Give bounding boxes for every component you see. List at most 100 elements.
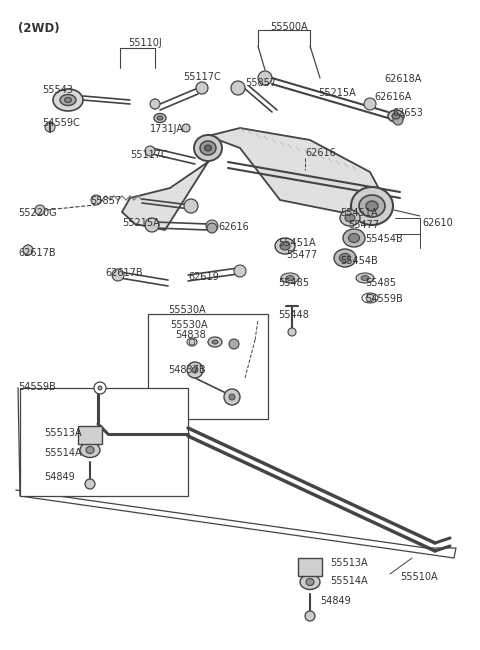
Text: 62653: 62653 bbox=[392, 108, 423, 118]
Text: 54559B: 54559B bbox=[365, 294, 403, 304]
Circle shape bbox=[23, 245, 33, 255]
Ellipse shape bbox=[306, 578, 314, 586]
Circle shape bbox=[94, 382, 106, 394]
Text: 55215A: 55215A bbox=[318, 88, 356, 98]
Ellipse shape bbox=[157, 116, 163, 120]
Text: 55485: 55485 bbox=[278, 278, 309, 288]
Text: 55543: 55543 bbox=[42, 85, 73, 95]
Circle shape bbox=[98, 386, 102, 390]
Ellipse shape bbox=[348, 233, 360, 242]
Ellipse shape bbox=[361, 276, 369, 281]
Ellipse shape bbox=[388, 110, 404, 122]
Ellipse shape bbox=[339, 254, 350, 263]
Text: 55857: 55857 bbox=[90, 196, 121, 206]
Text: 55454B: 55454B bbox=[365, 234, 403, 244]
Bar bbox=[20, 388, 188, 496]
Text: 62619: 62619 bbox=[188, 272, 219, 282]
Text: 54837B: 54837B bbox=[168, 365, 205, 375]
Circle shape bbox=[184, 199, 198, 213]
Circle shape bbox=[207, 223, 217, 233]
Circle shape bbox=[182, 124, 190, 132]
Text: 54559C: 54559C bbox=[42, 118, 80, 128]
Text: 55451A: 55451A bbox=[340, 208, 378, 218]
Circle shape bbox=[35, 205, 45, 215]
Bar bbox=[78, 426, 102, 444]
Circle shape bbox=[231, 81, 245, 95]
Ellipse shape bbox=[300, 575, 320, 590]
Circle shape bbox=[192, 367, 198, 373]
Polygon shape bbox=[122, 136, 208, 230]
Ellipse shape bbox=[281, 273, 299, 283]
Text: 55485: 55485 bbox=[365, 278, 396, 288]
Circle shape bbox=[112, 269, 124, 281]
Circle shape bbox=[150, 99, 160, 109]
Text: 62617B: 62617B bbox=[18, 248, 56, 258]
Polygon shape bbox=[208, 128, 385, 216]
Text: 62616: 62616 bbox=[305, 148, 336, 158]
Text: 62618A: 62618A bbox=[384, 74, 421, 84]
Ellipse shape bbox=[392, 113, 400, 119]
Text: 55514A: 55514A bbox=[330, 576, 368, 586]
Bar bbox=[148, 314, 268, 419]
Circle shape bbox=[187, 362, 203, 378]
Circle shape bbox=[305, 611, 315, 621]
Text: (2WD): (2WD) bbox=[18, 22, 60, 35]
Ellipse shape bbox=[275, 238, 295, 254]
Ellipse shape bbox=[53, 89, 83, 111]
Ellipse shape bbox=[280, 242, 290, 250]
Circle shape bbox=[189, 339, 195, 345]
Text: 55500A: 55500A bbox=[270, 22, 308, 32]
Circle shape bbox=[224, 389, 240, 405]
Text: 54849: 54849 bbox=[320, 596, 351, 606]
Ellipse shape bbox=[359, 195, 385, 217]
Circle shape bbox=[364, 98, 376, 110]
Text: 55117C: 55117C bbox=[183, 72, 221, 82]
Text: 55530A: 55530A bbox=[170, 320, 208, 330]
Text: 55530A: 55530A bbox=[168, 305, 205, 315]
Text: 62610: 62610 bbox=[422, 218, 453, 228]
Circle shape bbox=[393, 115, 403, 125]
Text: 54559B: 54559B bbox=[18, 382, 56, 392]
Circle shape bbox=[229, 339, 239, 349]
Text: 62616A: 62616A bbox=[374, 92, 411, 102]
Text: 54849: 54849 bbox=[44, 472, 75, 482]
Ellipse shape bbox=[64, 98, 72, 103]
Circle shape bbox=[45, 122, 55, 132]
Ellipse shape bbox=[212, 340, 218, 344]
Ellipse shape bbox=[154, 114, 166, 122]
Text: 55110J: 55110J bbox=[128, 38, 162, 48]
Ellipse shape bbox=[286, 276, 294, 281]
Ellipse shape bbox=[187, 338, 197, 346]
Circle shape bbox=[145, 218, 159, 232]
Circle shape bbox=[145, 146, 155, 156]
Ellipse shape bbox=[208, 337, 222, 347]
Ellipse shape bbox=[343, 229, 365, 247]
Text: 55117C: 55117C bbox=[130, 150, 168, 160]
Text: 55454B: 55454B bbox=[340, 256, 378, 266]
Text: 1731JA: 1731JA bbox=[150, 124, 184, 134]
Ellipse shape bbox=[366, 201, 378, 211]
Text: 55215A: 55215A bbox=[122, 218, 160, 228]
Text: 62616: 62616 bbox=[218, 222, 249, 232]
Ellipse shape bbox=[204, 145, 212, 151]
Ellipse shape bbox=[345, 214, 355, 222]
Text: 55510A: 55510A bbox=[400, 572, 438, 582]
Text: 54838: 54838 bbox=[175, 330, 206, 340]
Ellipse shape bbox=[200, 141, 216, 155]
Ellipse shape bbox=[334, 249, 356, 267]
Circle shape bbox=[196, 82, 208, 94]
Text: 55514A: 55514A bbox=[44, 448, 82, 458]
Ellipse shape bbox=[80, 443, 100, 458]
Text: 55477: 55477 bbox=[348, 220, 379, 230]
Text: 55220G: 55220G bbox=[18, 208, 57, 218]
Ellipse shape bbox=[60, 94, 76, 105]
Ellipse shape bbox=[356, 273, 374, 283]
Circle shape bbox=[229, 394, 235, 400]
Text: 55857: 55857 bbox=[245, 78, 276, 88]
Circle shape bbox=[85, 479, 95, 489]
Ellipse shape bbox=[351, 187, 393, 225]
Circle shape bbox=[366, 294, 374, 302]
Text: 55513A: 55513A bbox=[330, 558, 368, 568]
Text: 55477: 55477 bbox=[286, 250, 317, 260]
Text: 62617B: 62617B bbox=[105, 268, 143, 278]
